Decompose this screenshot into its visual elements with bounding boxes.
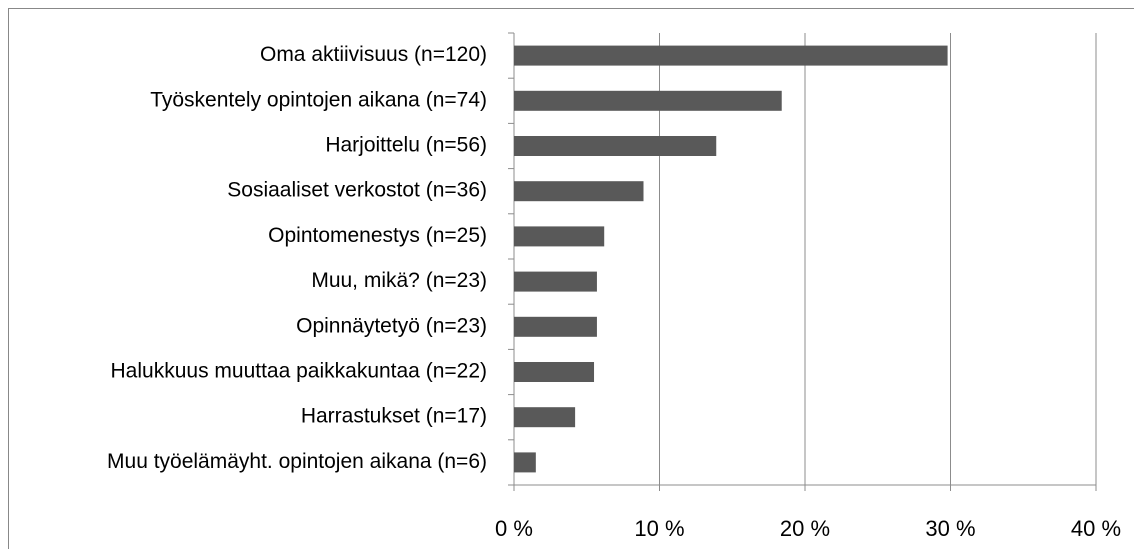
y-tick-label: Harjoittelu (n=56) <box>325 134 487 157</box>
bar <box>514 452 536 473</box>
bar <box>514 226 605 247</box>
bar <box>514 407 576 428</box>
x-tick-label: 10 % <box>634 516 684 541</box>
bar <box>514 181 644 202</box>
y-tick-label: Oma aktiivisuus (n=120) <box>260 43 487 66</box>
bar <box>514 45 948 66</box>
x-tick-label: 40 % <box>1071 516 1121 541</box>
x-tick-label: 0 % <box>495 516 533 541</box>
y-tick-label: Muu, mikä? (n=23) <box>311 269 487 292</box>
y-tick-label: Työskentely opintojen aikana (n=74) <box>150 88 487 111</box>
x-tick-label: 20 % <box>780 516 830 541</box>
y-tick-label: Sosiaaliset verkostot (n=36) <box>227 179 487 202</box>
y-tick-label: Opintomenestys (n=25) <box>268 224 487 247</box>
y-tick-label: Harrastukset (n=17) <box>301 405 487 428</box>
y-tick-label: Opinnäytetyö (n=23) <box>296 314 487 337</box>
bar <box>514 316 597 337</box>
y-tick-label: Muu työelämäyht. opintojen aikana (n=6) <box>107 450 487 473</box>
bar <box>514 136 717 156</box>
bar <box>514 271 597 292</box>
bar <box>514 362 595 382</box>
x-tick-label: 30 % <box>925 516 975 541</box>
y-tick-label: Halukkuus muuttaa paikkakuntaa (n=22) <box>111 360 487 383</box>
bar <box>514 90 782 111</box>
